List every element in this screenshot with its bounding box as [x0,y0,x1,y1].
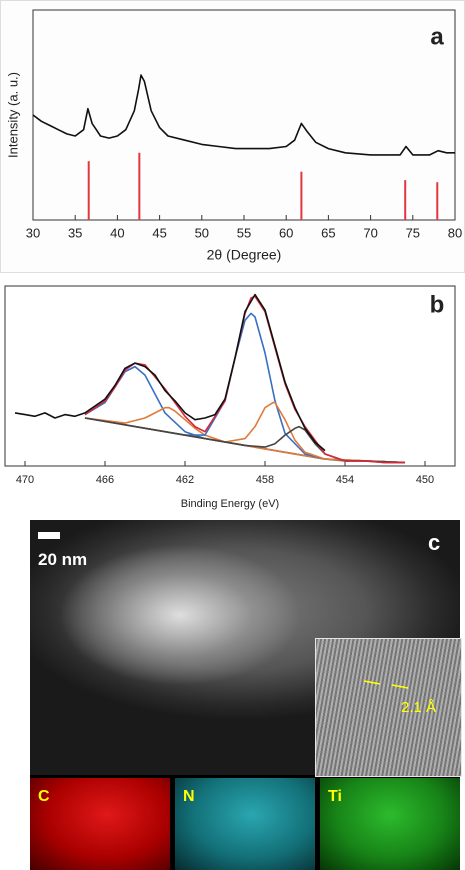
map-label: Ti [328,788,342,805]
x-tick-label: 454 [336,474,354,486]
plot-frame [4,285,456,467]
data-line [32,74,455,156]
panel-label: a [430,23,444,50]
element-map: C [30,778,170,870]
element-map: N [175,778,315,870]
x-tick-label: 50 [195,225,209,240]
panel-frame [0,0,465,273]
data-line [84,406,406,464]
tem-panel: 20 nm c 2.1 Å C N Ti [30,520,462,870]
x-tick-label: 65 [321,225,335,240]
xps-chart: 470 466 462 458 454 450 Binding Energy (eV) b [4,285,456,510]
xrd-chart: 30 35 40 45 50 55 60 65 70 75 80 2θ (Degree) Intensi… [0,0,465,273]
data-line [84,401,406,464]
x-tick-label: 466 [96,474,114,486]
x-tick-label: 30 [26,225,40,240]
data-line [14,293,326,452]
inset-arrows [363,680,409,689]
x-tick-label: 55 [237,225,251,240]
data-line [84,417,406,464]
x-tick-label: 450 [416,474,434,486]
scale-bar-label: 20 nm [38,550,88,569]
x-axis-label: 2θ (Degree) [207,247,282,263]
y-axis-label: Intensity (a. u.) [5,72,20,158]
x-tick-label: 40 [110,225,124,240]
x-tick-label: 60 [279,225,293,240]
x-tick-label: 80 [448,225,462,240]
data-line [84,417,405,464]
hrtem-inset: 2.1 Å [315,638,462,777]
data-line [84,365,406,464]
x-tick-label: 35 [68,225,82,240]
data-line [84,312,406,464]
x-tick-label: 70 [363,225,377,240]
panel-label: b [430,291,445,318]
x-tick-label: 75 [406,225,420,240]
element-map: Ti [320,778,460,870]
x-tick-label: 45 [152,225,166,240]
x-axis-label: Binding Energy (eV) [181,498,279,510]
inset-label: 2.1 Å [401,699,437,716]
panel-label: c [428,530,441,555]
map-label: C [38,788,50,805]
x-tick-label: 462 [176,474,194,486]
x-tick-label: 470 [16,474,34,486]
map-label: N [183,788,195,805]
x-tick-label: 458 [256,474,274,486]
scale-bar [38,532,60,539]
